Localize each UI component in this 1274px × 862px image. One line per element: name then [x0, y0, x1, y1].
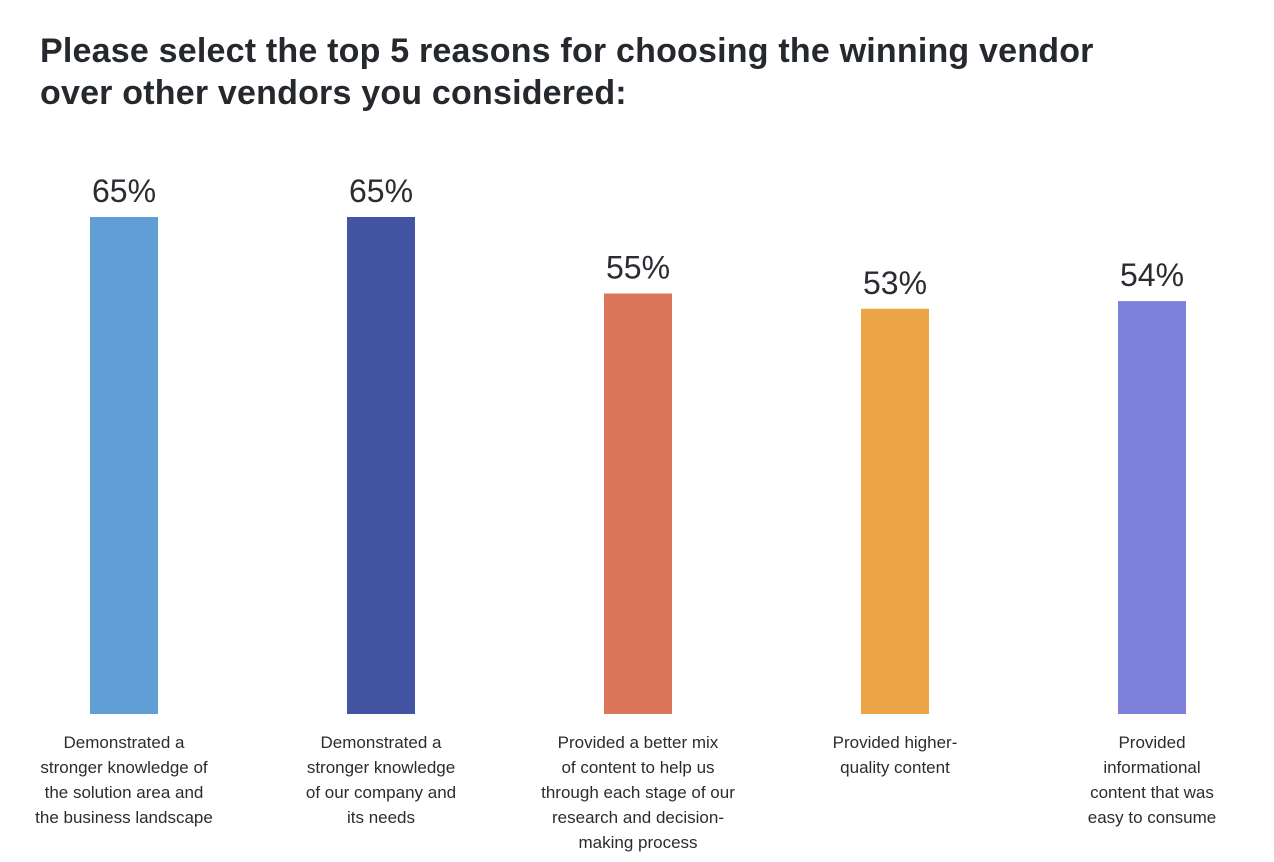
chart-title: Please select the top 5 reasons for choo…: [40, 32, 1094, 112]
bar-4: [861, 308, 929, 714]
value-label-4: 53%: [863, 265, 927, 301]
category-label-line: its needs: [346, 808, 416, 827]
bar-1: [90, 217, 158, 714]
category-label-line: the solution area and: [44, 783, 204, 802]
category-label-line: of our company and: [305, 783, 457, 802]
bar-3: [604, 293, 672, 714]
category-label-line: making process: [578, 833, 698, 852]
category-label-line: Provided a better mix: [557, 733, 719, 752]
value-label-5: 54%: [1120, 257, 1184, 293]
category-label-5: Provided informational content that was eas…: [1042, 730, 1262, 830]
bar-5: [1118, 301, 1186, 714]
category-label-line: Demonstrated a: [63, 733, 185, 752]
category-label-line: easy to consume: [1087, 808, 1217, 827]
category-label-4: Provided higher-quality content: [785, 730, 1005, 780]
value-label-1: 65%: [92, 173, 156, 209]
category-label-line: informational: [1103, 758, 1201, 777]
category-label-line: quality content: [840, 758, 950, 777]
bar-2: [347, 217, 415, 714]
category-label-3: Provided a better mix of content to help …: [528, 730, 748, 855]
value-label-3: 55%: [606, 249, 670, 285]
category-label-line: research and decision-: [552, 808, 724, 827]
category-label-line: Demonstrated a: [320, 733, 442, 752]
category-label-line: content that was: [1090, 783, 1214, 802]
category-label-line: the business landscape: [35, 808, 213, 827]
category-label-line: stronger knowledge of: [40, 758, 208, 777]
category-label-line: through each stage of our: [541, 783, 735, 802]
category-label-line: Provided higher-: [832, 733, 958, 752]
category-label-line: stronger knowledge: [306, 758, 456, 777]
category-label-line: of content to help us: [561, 758, 715, 777]
category-label-line: Provided: [1118, 733, 1186, 752]
category-label-1: Demonstrated a stronger knowledge of the s…: [14, 730, 234, 830]
category-label-2: Demonstrated a stronger knowledge of our c…: [271, 730, 491, 830]
value-label-2: 65%: [349, 173, 413, 209]
